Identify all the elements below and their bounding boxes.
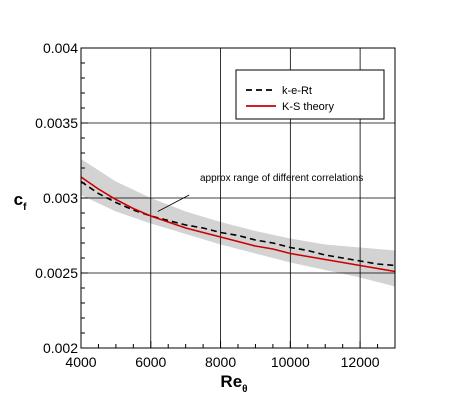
y-axis-label: cf (14, 190, 27, 213)
y-tick-label: 0.003 (43, 190, 78, 206)
y-tick-label: 0.0035 (35, 115, 78, 131)
x-tick-label: 8000 (205, 354, 236, 370)
annotation: approx range of different correlations (157, 173, 363, 212)
annotation-text: approx range of different correlations (200, 173, 363, 184)
y-tick-label: 0.0025 (35, 265, 78, 281)
annotation-arrow (157, 194, 190, 212)
series-line-ks-theory (80, 176, 396, 273)
legend: k-e-Rt K-S theory (235, 69, 385, 120)
legend-label-ks-theory: K-S theory (282, 101, 334, 113)
y-tick-label: 0.004 (43, 40, 78, 56)
x-tick-label: 4000 (65, 354, 96, 370)
series-lines (80, 176, 396, 273)
y-axis-label-main: c (14, 190, 23, 209)
correlation-range-band (81, 159, 395, 287)
x-tick-label: 12000 (341, 354, 380, 370)
x-axis-label: Reθ (220, 372, 247, 395)
x-tick-label: 10000 (271, 354, 310, 370)
x-tick-label: 6000 (135, 354, 166, 370)
y-tick-label: 0.002 (43, 340, 78, 356)
x-axis-label-sub: θ (242, 384, 247, 395)
series-line-k-e-rt (80, 180, 396, 267)
y-axis-label-sub: f (23, 202, 27, 213)
legend-box (235, 69, 385, 120)
x-axis-label-main: Re (220, 372, 242, 391)
legend-label-k-e-rt: k-e-Rt (282, 85, 312, 97)
axis-ticks: 4000 6000 8000 10000 12000 0.002 0.0025 0.003 0.… (35, 40, 380, 370)
band-area (81, 159, 395, 287)
